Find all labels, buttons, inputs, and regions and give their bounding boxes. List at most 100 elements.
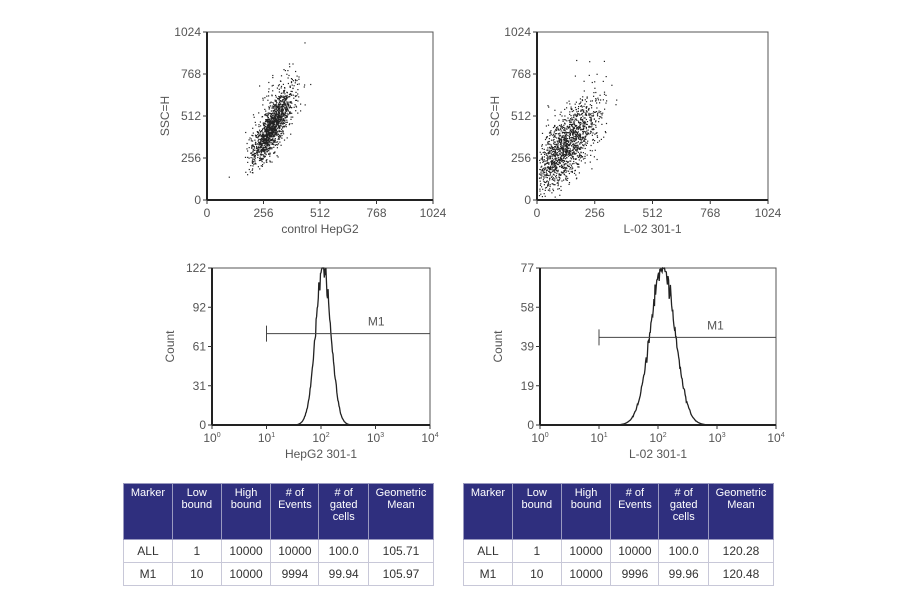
data-point: [277, 117, 279, 119]
data-point: [276, 115, 278, 117]
data-point: [564, 139, 566, 141]
data-point: [581, 99, 583, 101]
data-point: [294, 79, 297, 81]
data-point: [272, 106, 275, 108]
data-point: [257, 135, 259, 138]
data-point: [565, 133, 567, 135]
data-point: [544, 195, 546, 197]
data-point: [551, 183, 553, 185]
data-point: [574, 130, 577, 132]
data-point: [566, 126, 568, 128]
data-point: [550, 139, 553, 141]
data-point: [579, 147, 581, 149]
data-point: [280, 75, 283, 77]
data-point: [552, 188, 554, 190]
data-point: [275, 94, 277, 97]
data-point: [553, 150, 555, 152]
data-point: [544, 164, 546, 166]
data-point: [539, 190, 541, 192]
data-point: [272, 132, 274, 134]
data-point: [268, 95, 270, 97]
data-point: [286, 121, 288, 123]
data-point: [277, 104, 279, 106]
data-point: [555, 129, 557, 131]
x-tick-label: 103: [367, 431, 384, 445]
data-point: [551, 161, 553, 163]
data-point: [284, 117, 286, 119]
data-point: [590, 100, 592, 102]
data-point: [270, 114, 272, 116]
data-point: [563, 155, 565, 157]
data-point: [270, 147, 272, 149]
data-point: [276, 133, 278, 135]
data-point: [553, 179, 555, 181]
data-point: [281, 96, 283, 98]
data-point: [577, 126, 579, 128]
data-point: [274, 134, 276, 136]
data-point: [543, 160, 545, 163]
data-point: [304, 104, 306, 106]
data-point: [268, 125, 270, 127]
data-point: [257, 143, 259, 145]
data-point: [268, 138, 270, 140]
data-point: [547, 182, 550, 184]
data-point: [582, 132, 584, 134]
data-point: [586, 96, 588, 98]
data-point: [582, 144, 584, 146]
data-point: [565, 166, 567, 169]
data-point: [274, 152, 276, 154]
data-point: [579, 102, 581, 104]
data-point: [582, 152, 584, 154]
data-point: [541, 175, 543, 177]
data-point: [556, 172, 558, 174]
data-point: [255, 147, 258, 149]
data-point: [257, 137, 259, 139]
data-point: [282, 119, 285, 121]
data-point: [271, 123, 273, 125]
data-point: [568, 147, 570, 149]
data-point: [577, 133, 579, 135]
data-point: [268, 91, 270, 93]
data-point: [261, 135, 263, 138]
data-point: [572, 152, 574, 154]
x-axis-label: L-02 301-1: [629, 447, 687, 461]
data-point: [277, 118, 279, 121]
data-point: [270, 121, 272, 123]
data-point: [555, 157, 557, 159]
data-point: [272, 111, 274, 113]
data-point: [566, 161, 568, 163]
data-point: [552, 171, 554, 173]
data-point: [269, 119, 271, 121]
data-point: [264, 138, 267, 140]
data-point: [589, 61, 591, 63]
data-point: [258, 126, 260, 128]
data-point: [563, 146, 565, 148]
data-point: [270, 126, 272, 128]
data-point: [268, 106, 270, 108]
data-point: [576, 127, 578, 129]
data-point: [577, 131, 579, 133]
data-point: [274, 104, 276, 106]
data-point: [274, 99, 276, 101]
data-point: [287, 82, 289, 85]
data-point: [556, 140, 558, 142]
data-point: [582, 120, 584, 123]
data-point: [262, 124, 265, 126]
data-point: [267, 128, 269, 130]
data-point: [290, 133, 292, 135]
data-point: [256, 151, 258, 153]
data-point: [547, 174, 549, 177]
data-point: [545, 153, 547, 155]
y-tick-label: 61: [193, 340, 207, 354]
data-point: [269, 160, 271, 162]
data-point: [567, 151, 569, 153]
data-point: [252, 114, 255, 116]
table-header-row: Marker Low bound High bound # of Events # of…: [123, 483, 435, 540]
data-point: [566, 138, 569, 140]
data-point: [284, 101, 286, 103]
data-point: [275, 109, 277, 111]
data-point: [571, 152, 573, 155]
data-point: [268, 139, 270, 142]
data-point: [291, 84, 293, 86]
data-point: [286, 107, 288, 109]
